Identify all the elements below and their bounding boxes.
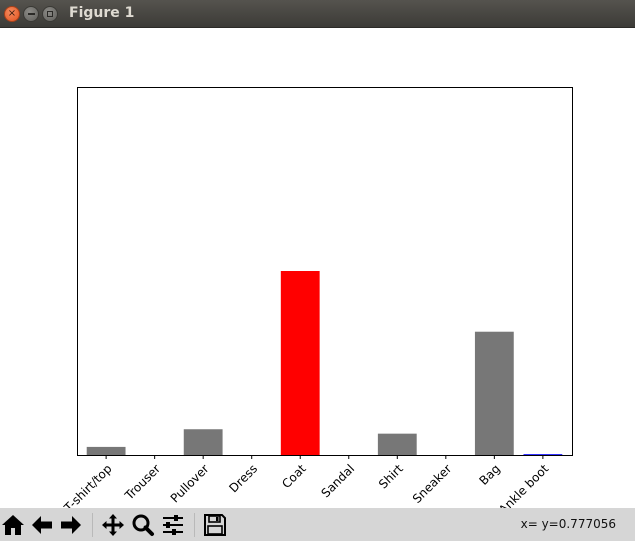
maximize-icon [47, 11, 53, 17]
minimize-button[interactable] [23, 6, 39, 22]
title-bar[interactable]: × Figure 1 [0, 0, 635, 28]
x-tick-label: Shirt [376, 461, 406, 491]
back-arrow-icon [32, 516, 52, 534]
window-title: Figure 1 [69, 5, 135, 21]
axes-frame [77, 87, 573, 456]
close-icon: × [7, 8, 17, 19]
x-tick-label: Trouser [122, 462, 164, 504]
x-tick-label: Dress [226, 462, 260, 496]
x-tick-label: Pullover [168, 462, 212, 506]
close-button[interactable]: × [4, 6, 20, 22]
pan-icon [102, 514, 124, 536]
figure-canvas[interactable]: T-shirt/top Trouser Pullover Dress Coat Sanda… [0, 28, 635, 508]
bar-pullover [183, 429, 223, 455]
x-tick-label: Ankle boot [496, 461, 552, 508]
bar-bag [474, 331, 514, 455]
minimize-icon [27, 13, 35, 15]
bar-coat [280, 271, 320, 455]
pan-button[interactable] [100, 512, 126, 538]
bar-ankle-boot [523, 454, 563, 455]
toolbar-separator [92, 513, 93, 537]
configure-subplots-button[interactable] [160, 512, 186, 538]
forward-button[interactable] [58, 512, 84, 538]
cursor-coordinates: x= y=0.777056 [520, 517, 616, 531]
save-icon [204, 514, 226, 536]
forward-arrow-icon [61, 516, 81, 534]
maximize-button[interactable] [42, 6, 58, 22]
save-button[interactable] [202, 512, 228, 538]
bar-chart: T-shirt/top Trouser Pullover Dress Coat Sanda… [61, 87, 573, 508]
back-button[interactable] [29, 512, 55, 538]
bar-shirt [377, 433, 417, 455]
home-icon [2, 515, 24, 535]
configure-subplots-icon [163, 515, 183, 535]
zoom-button[interactable] [130, 512, 156, 538]
bar-t-shirt-top [86, 446, 126, 455]
home-button[interactable] [0, 512, 26, 538]
navigation-toolbar: x= y=0.777056 [0, 508, 635, 541]
toolbar-separator [194, 513, 195, 537]
x-tick-label: Bag [477, 462, 503, 488]
x-tick-label: Sandal [318, 462, 357, 501]
zoom-icon [132, 514, 154, 536]
x-tick-label: T-shirt/top [61, 462, 115, 508]
x-tick-label: Sneaker [410, 462, 454, 506]
x-tick-label: Coat [279, 461, 309, 491]
